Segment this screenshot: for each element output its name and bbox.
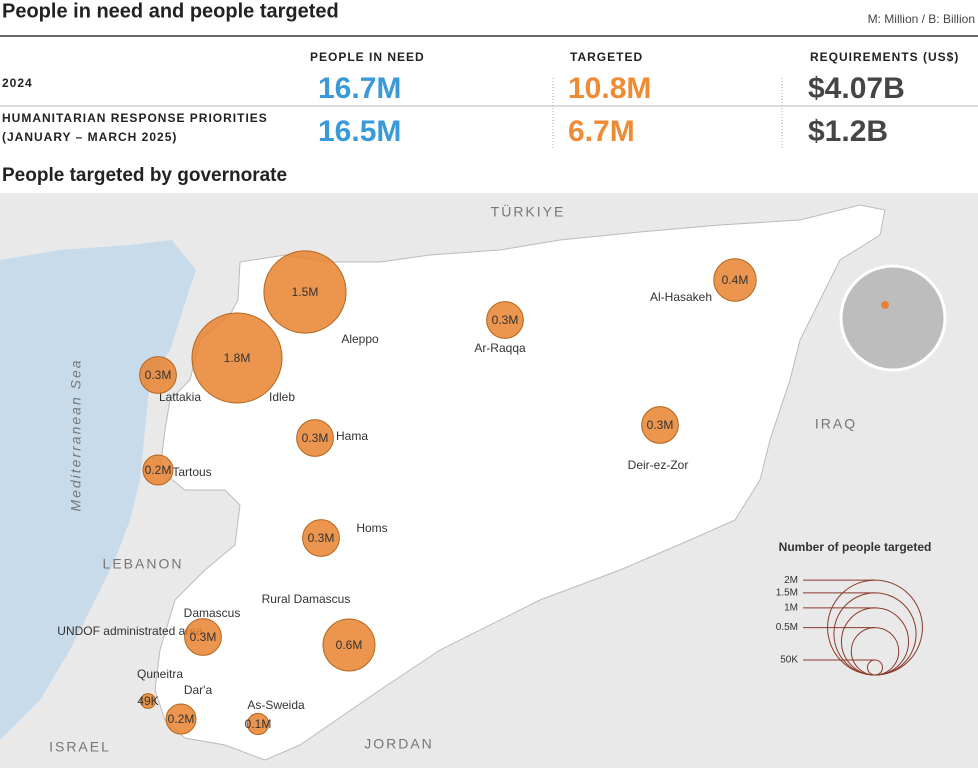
bubble: [142, 454, 174, 486]
bubble: [165, 703, 197, 735]
bubble: [184, 618, 222, 656]
row-label: 2024: [2, 76, 33, 90]
column-header: TARGETED: [570, 50, 643, 64]
legend-title: Number of people targeted: [779, 540, 932, 554]
place-label: ISRAEL: [49, 739, 111, 755]
cell-value: 6.7M: [568, 115, 635, 148]
legend-label: 0.5M: [776, 622, 798, 633]
cell-value: $1.2B: [808, 115, 888, 148]
place-label: TÜRKIYE: [491, 203, 566, 220]
bubble-label: 0.2M: [145, 463, 172, 477]
column-header: REQUIREMENTS (US$): [810, 50, 959, 64]
place-label: Mediterranean Sea: [68, 358, 84, 511]
bubble: [302, 519, 340, 557]
bubble: [486, 301, 524, 339]
bubble: [296, 419, 334, 457]
governorate-name: Deir-ez-Zor: [628, 458, 689, 472]
bubble: [322, 618, 376, 672]
bubble-label: 1.5M: [292, 285, 319, 299]
bubble: [140, 693, 156, 709]
map-title: People targeted by governorate: [2, 165, 287, 186]
governorate-name: Homs: [356, 521, 387, 535]
place-label: LEBANON: [103, 556, 184, 572]
cell-value: 16.5M: [318, 115, 401, 148]
bubble-label: 0.3M: [302, 431, 329, 445]
bubble-label: 0.4M: [722, 273, 749, 287]
bubble-label: 0.3M: [647, 418, 674, 432]
row-label: (JANUARY – MARCH 2025): [2, 130, 177, 144]
governorate-name: Quneitra: [137, 667, 183, 681]
bubble-label: 49K: [137, 694, 158, 708]
bubble-label: 1.8M: [224, 351, 251, 365]
cell-value: $4.07B: [808, 72, 905, 105]
governorate-name: Aleppo: [341, 332, 379, 346]
place-label: UNDOF administrated area: [57, 624, 203, 638]
governorate-name: Dar'a: [184, 683, 213, 697]
place-label: JORDAN: [364, 736, 434, 752]
governorate-name: Lattakia: [159, 390, 201, 404]
legend-label: 1.5M: [776, 587, 798, 598]
bubble-label: 0.3M: [308, 531, 335, 545]
bubble-label: 0.3M: [190, 630, 217, 644]
bubble: [191, 312, 283, 404]
governorate-name: Rural Damascus: [262, 592, 351, 606]
governorate-name: Tartous: [172, 465, 211, 479]
governorate-name: Al-Hasakeh: [650, 290, 712, 304]
bubble: [641, 406, 679, 444]
header-title: People in need and people targeted: [2, 0, 339, 22]
governorate-name: Ar-Raqqa: [474, 341, 526, 355]
unit-note: M: Million / B: Billion: [868, 12, 975, 26]
bubble: [263, 250, 347, 334]
inset-globe: [839, 264, 947, 372]
bubble: [139, 356, 177, 394]
bubble-label: 0.2M: [168, 712, 195, 726]
cell-value: 16.7M: [318, 72, 401, 105]
legend-label: 1M: [784, 603, 798, 614]
bubble-label: 0.1M: [245, 717, 272, 731]
cell-value: 10.8M: [568, 72, 651, 105]
governorate-name: Idleb: [269, 390, 295, 404]
bubble-label: 0.6M: [336, 638, 363, 652]
governorate-name: Damascus: [184, 606, 241, 620]
legend-label: 2M: [784, 575, 798, 586]
inset-marker: [881, 301, 889, 309]
row-label: HUMANITARIAN RESPONSE PRIORITIES: [2, 111, 268, 125]
bubble-label: 0.3M: [492, 313, 519, 327]
governorate-name: As-Sweida: [247, 698, 305, 712]
bubble: [246, 712, 270, 736]
bubble: [713, 258, 757, 302]
legend-label: 50K: [780, 655, 798, 666]
place-label: IRAQ: [815, 416, 857, 432]
bubble-label: 0.3M: [145, 368, 172, 382]
governorate-name: Hama: [336, 429, 368, 443]
column-header: PEOPLE IN NEED: [310, 50, 425, 64]
